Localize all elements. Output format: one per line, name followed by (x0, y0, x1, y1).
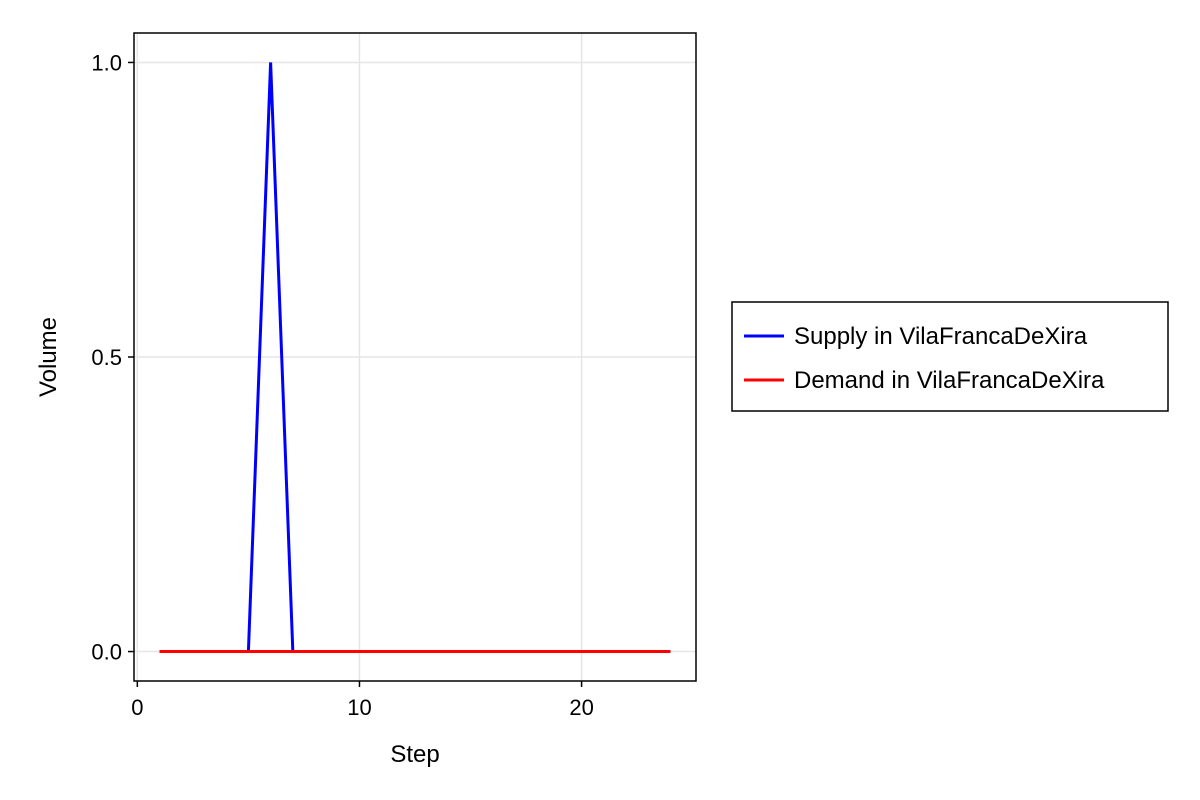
y-axis-label: Volume (35, 317, 62, 397)
plot-series (159, 62, 671, 654)
legend-entry-label: Supply in VilaFrancaDeXira (794, 323, 1088, 350)
x-tick-label: 0 (131, 695, 143, 720)
grid-lines (134, 33, 696, 681)
legend: Supply in VilaFrancaDeXira Demand in Vila… (731, 301, 1169, 412)
legend-entry-label: Demand in VilaFrancaDeXira (794, 367, 1105, 394)
x-tick-label: 20 (569, 695, 593, 720)
y-tick-label: 0.0 (91, 640, 122, 665)
y-tick-label: 0.5 (91, 345, 122, 370)
x-axis-label: Step (390, 741, 439, 768)
x-tick-label: 10 (347, 695, 371, 720)
y-tick-label: 1.0 (91, 50, 122, 75)
axis-ticks: 0 10 20 0.0 0.5 1.0 (91, 50, 593, 720)
legend-box (731, 301, 1169, 412)
